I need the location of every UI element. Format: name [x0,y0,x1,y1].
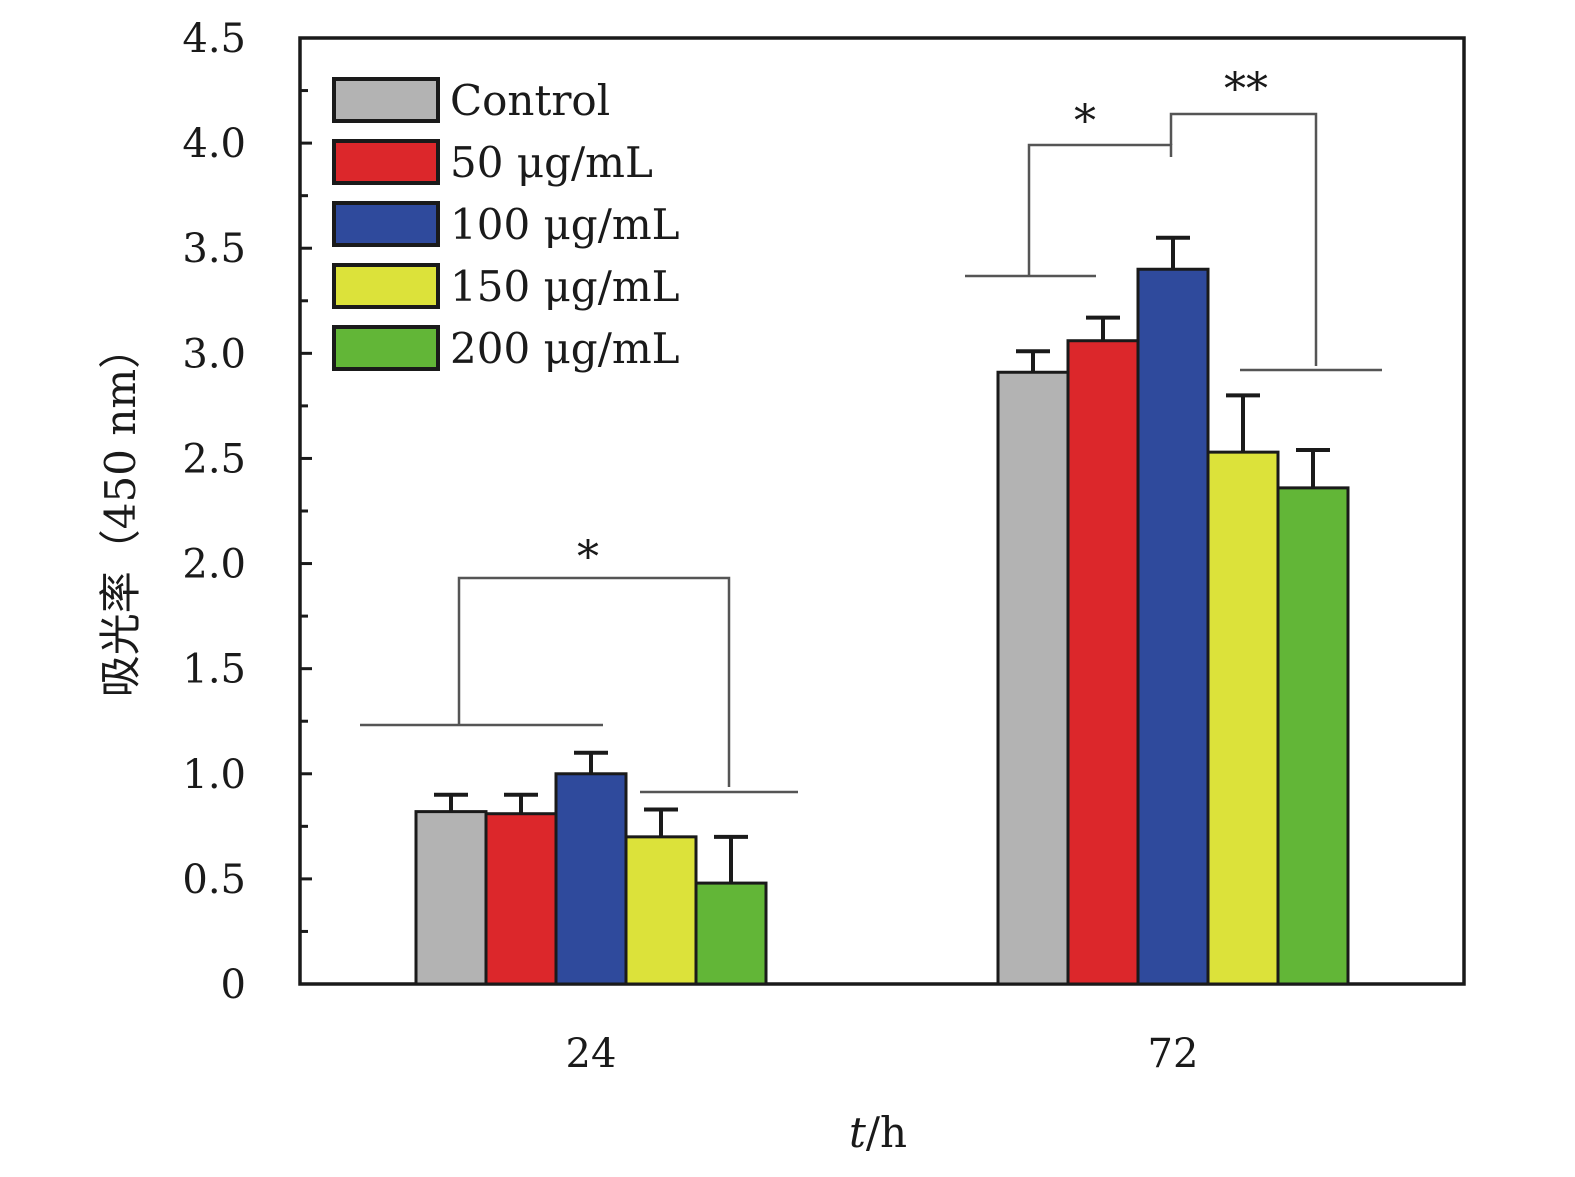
legend-label: 50 μg/mL [450,138,653,187]
x-axis-title: t/h [849,1108,907,1157]
bar [694,881,768,986]
error-bars [434,235,1330,884]
y-tick-label: 2.0 [182,542,246,588]
y-tick-label: 0 [221,962,246,1008]
y-tick-label: 1.0 [182,752,246,798]
y-tick-label: 4.5 [182,16,246,62]
sig-star-24h: * [577,532,599,583]
sig-bracket [1027,143,1173,276]
legend-swatch [332,139,440,185]
bar [1066,339,1140,986]
legend-label: 100 μg/mL [450,200,680,249]
sig-star-72h-b: ** [1224,64,1268,115]
y-tick-label: 3.0 [182,331,246,377]
y-axis: 0 0.5 1.0 1.5 2.0 2.5 3.0 3.5 4.0 4.5 [182,16,312,1008]
legend-swatch [332,325,440,371]
legend-label: 150 μg/mL [450,262,680,311]
significance-72h [965,112,1382,372]
bar [484,812,558,986]
bar [1136,267,1210,986]
legend-label: Control [450,76,610,125]
bar [414,810,488,986]
y-tick-label: 2.5 [182,436,246,482]
sig-bracket [457,576,731,787]
y-tick-label: 3.5 [182,226,246,272]
bar [1276,486,1350,986]
y-tick-label: 1.5 [182,647,246,693]
legend-swatch [332,201,440,247]
sig-bracket [1169,112,1318,366]
bars [414,267,1350,986]
y-tick-label: 0.5 [182,857,246,903]
legend: Control 50 μg/mL 100 μg/mL 150 μg/mL 200 μg/… [332,76,680,373]
legend-swatch [332,263,440,309]
x-axis-title-rest: /h [866,1108,907,1157]
legend-swatch [332,77,440,123]
y-axis-title: 吸光率（450 nm） [96,327,145,697]
x-axis-title-italic: t [849,1108,866,1157]
bar [554,772,628,986]
x-tick-label: 24 [566,1031,617,1077]
x-axis: 24 72 [566,1031,1199,1077]
y-tick-label: 4.0 [182,121,246,167]
sig-star-72h-a: * [1074,96,1096,147]
legend-label: 200 μg/mL [450,324,680,373]
significance-24h [360,576,798,794]
bar [996,370,1070,986]
bar [624,835,698,986]
bar [1206,450,1280,986]
x-tick-label: 72 [1148,1031,1199,1077]
